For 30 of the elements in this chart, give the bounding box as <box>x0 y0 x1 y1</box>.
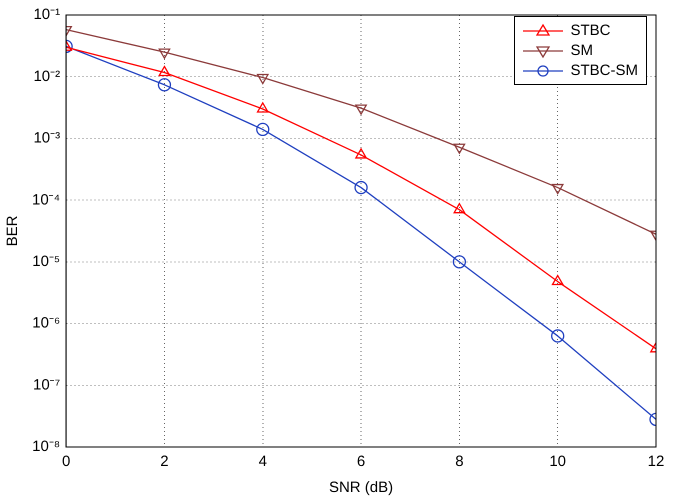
x-tick-label: 2 <box>160 453 169 470</box>
x-tick-label: 10 <box>549 453 566 470</box>
x-tick-label: 4 <box>258 453 267 470</box>
y-tick-label: 10⁻⁴ <box>32 191 60 208</box>
y-tick-label: 10⁻² <box>33 68 60 85</box>
point <box>256 74 269 84</box>
y-axis-title: BER <box>4 215 22 246</box>
x-axis-title: SNR (dB) <box>328 479 394 496</box>
point <box>354 180 368 194</box>
x-tick-label: 8 <box>455 453 464 470</box>
point <box>256 122 270 136</box>
point <box>454 144 466 154</box>
y-tick-label: 10⁻⁶ <box>32 314 60 332</box>
x-tick-label: 0 <box>62 453 70 470</box>
y-tick-label: 10⁻⁷ <box>33 376 60 394</box>
legend-label: SM <box>570 42 593 59</box>
legend-label: STBC-SM <box>570 62 638 79</box>
point <box>355 104 367 115</box>
point <box>552 184 564 194</box>
x-tick-label: 12 <box>648 453 664 470</box>
y-tick-label: 10⁻⁵ <box>32 253 60 270</box>
point <box>452 255 466 269</box>
point <box>158 48 170 59</box>
legend-label: STBC <box>570 22 611 39</box>
point <box>551 329 564 343</box>
point <box>158 78 172 92</box>
x-tick-label: 6 <box>356 453 366 470</box>
y-tick-label: 10⁻⁸ <box>32 438 60 456</box>
y-tick-label: 10⁻¹ <box>33 6 60 24</box>
y-tick-label: 10⁻³ <box>33 130 60 147</box>
